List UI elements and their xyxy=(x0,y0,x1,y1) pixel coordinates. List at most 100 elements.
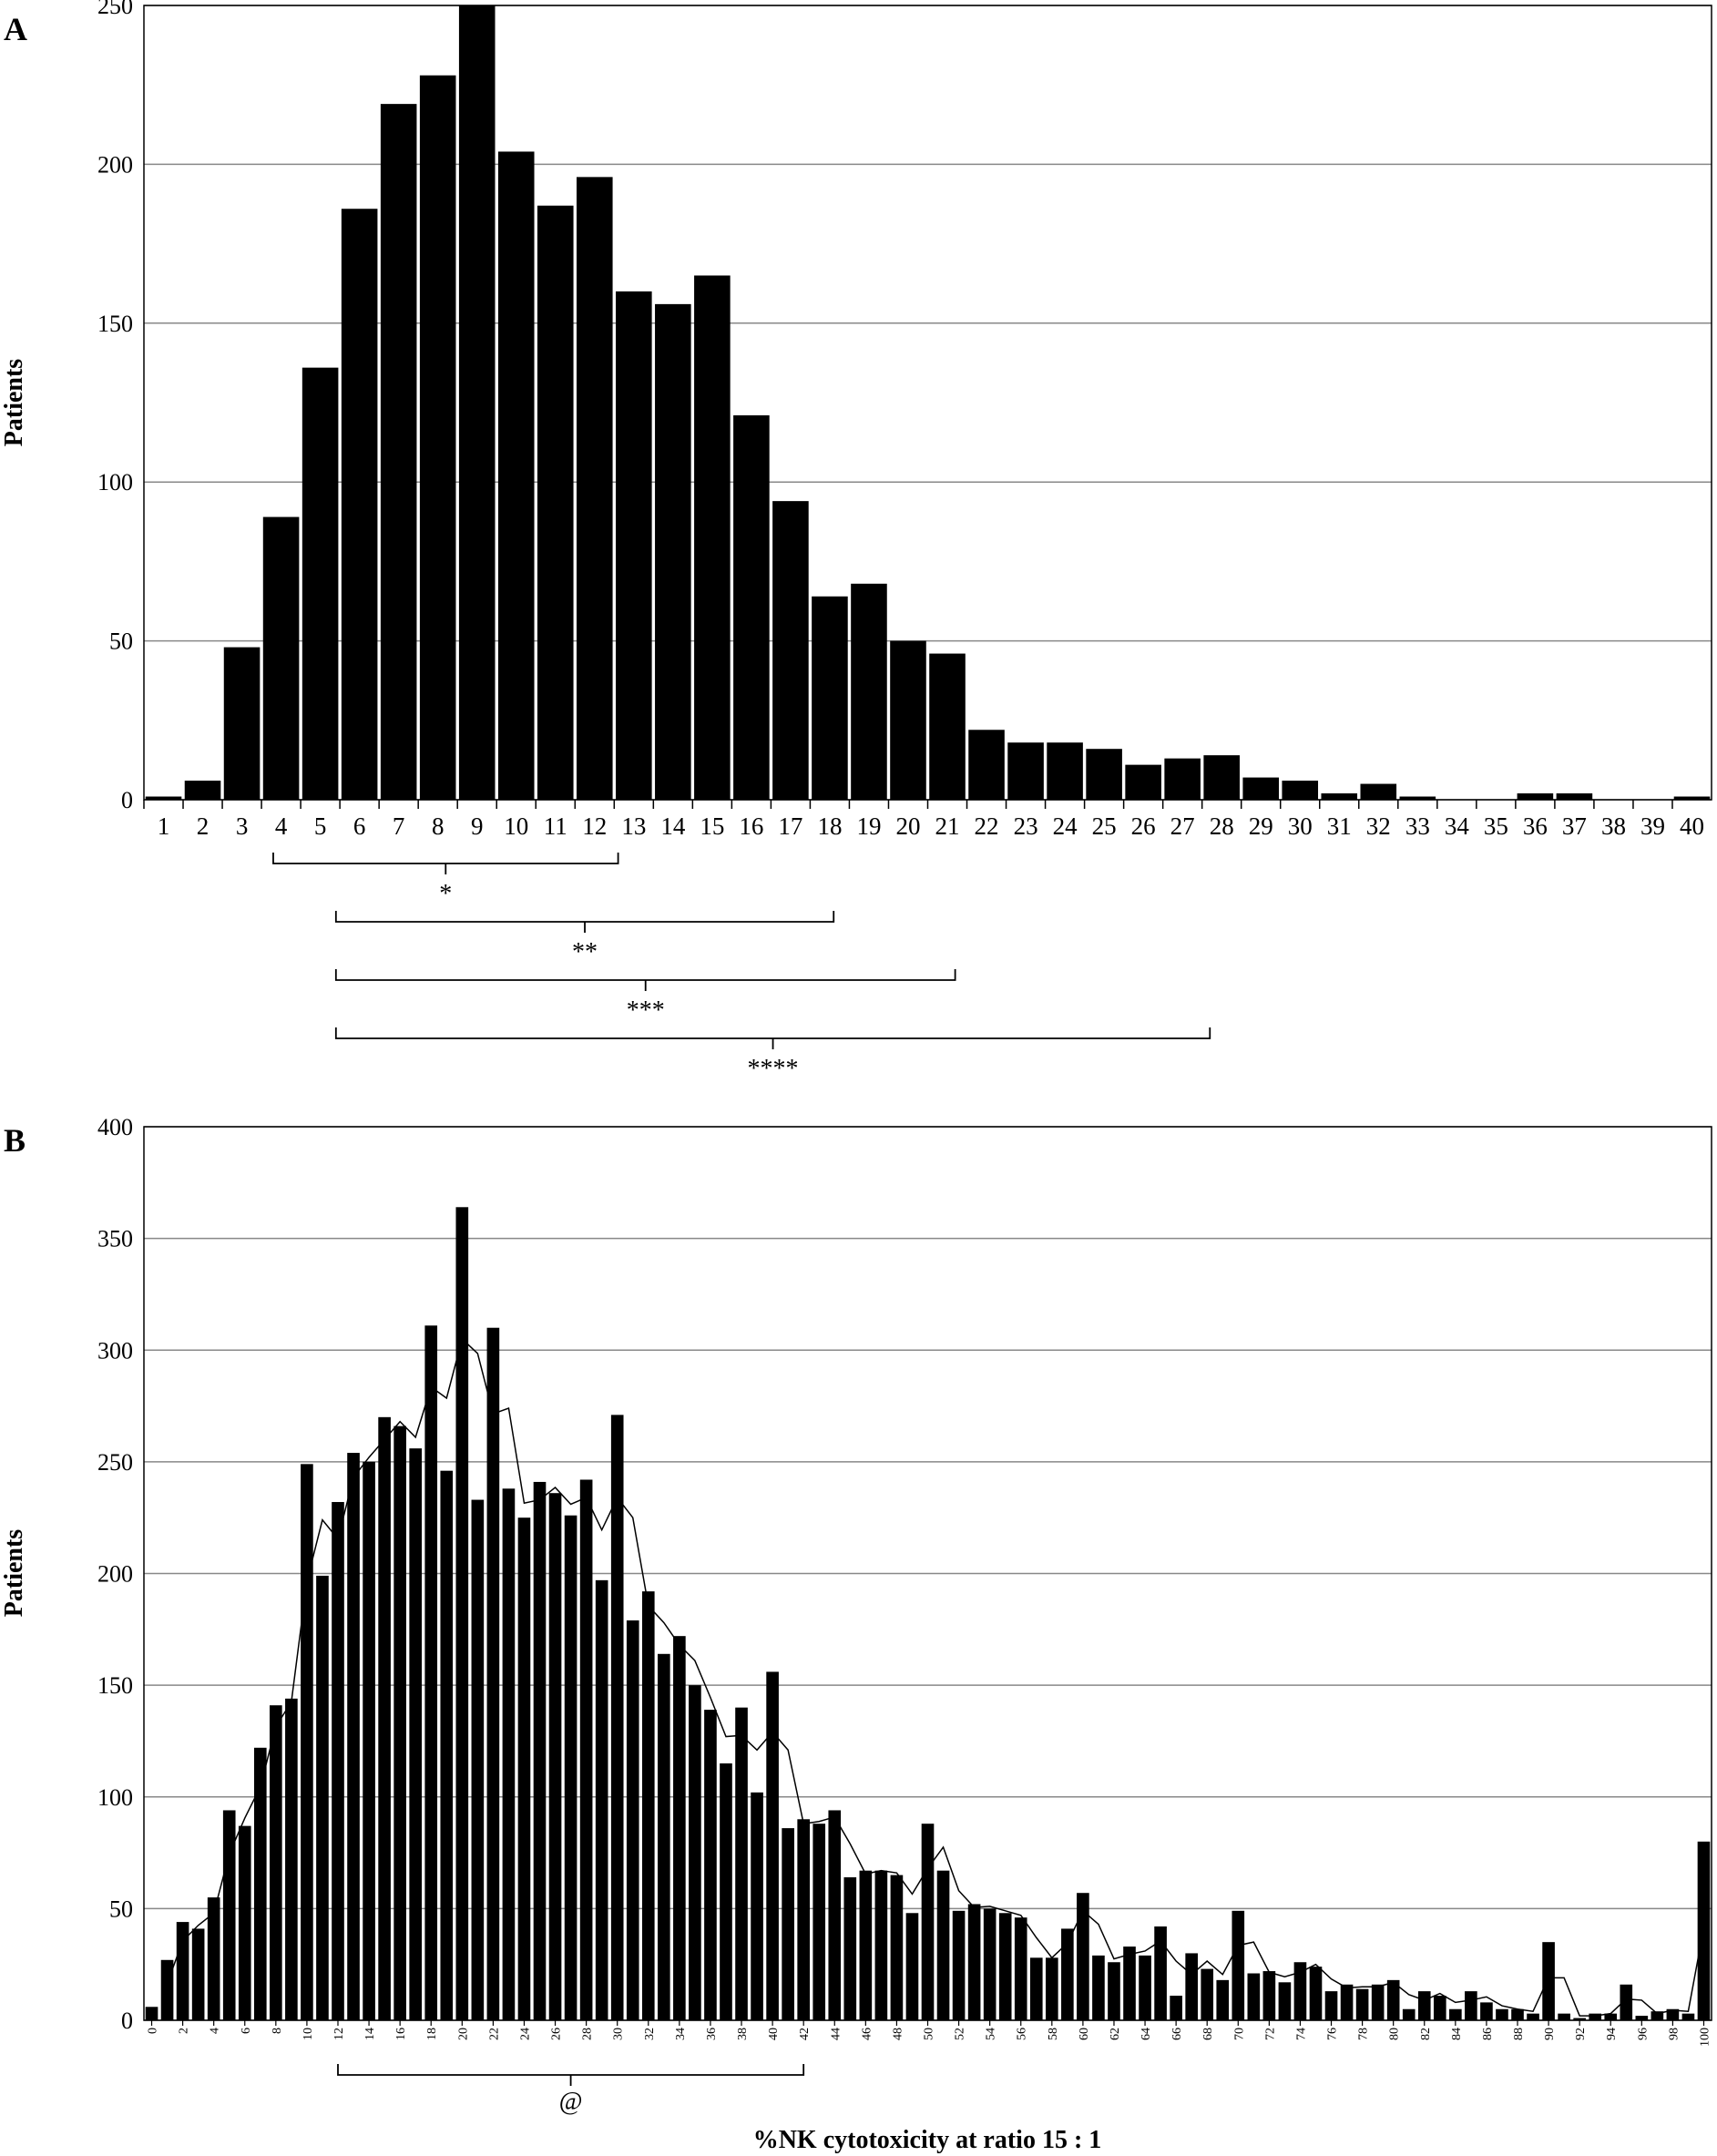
bar xyxy=(1216,1979,1230,2020)
x-tick-label: 7 xyxy=(393,812,405,840)
x-tick-label: 16 xyxy=(394,2028,408,2040)
bar xyxy=(145,796,182,800)
x-axis-title: %NK cytotoxicity at ratio 15 : 1 xyxy=(753,2126,1102,2154)
x-tick-label: 74 xyxy=(1294,2028,1308,2040)
bar xyxy=(301,1464,313,2020)
bar xyxy=(341,209,378,800)
x-tick-label: 12 xyxy=(582,812,607,840)
x-tick-label: 94 xyxy=(1605,2028,1619,2040)
x-tick-label: 70 xyxy=(1232,2028,1246,2040)
bar xyxy=(1673,796,1711,800)
annotation: @ xyxy=(559,2088,583,2116)
bracket xyxy=(334,969,956,991)
bar xyxy=(694,275,731,801)
bar xyxy=(1449,2008,1462,2020)
x-tick-label: 96 xyxy=(1636,2028,1650,2040)
bar xyxy=(626,1620,639,2020)
bar xyxy=(378,1416,391,2020)
bar xyxy=(145,2007,158,2020)
bar xyxy=(363,1461,375,2020)
bar xyxy=(1086,749,1122,800)
x-tick-label: 13 xyxy=(621,812,646,840)
bar xyxy=(576,177,613,801)
bar xyxy=(1556,793,1593,800)
bar xyxy=(458,5,496,800)
x-tick-label: 4 xyxy=(209,2028,222,2034)
bracket xyxy=(337,2064,805,2086)
bar xyxy=(471,1499,485,2020)
bar xyxy=(1061,1928,1074,2020)
x-tick-label: 10 xyxy=(504,812,528,840)
bar xyxy=(1433,1996,1446,2020)
x-tick-label: 64 xyxy=(1140,2028,1153,2040)
bar xyxy=(564,1515,577,2020)
x-tick-label: 32 xyxy=(643,2028,657,2040)
x-tick-label: 8 xyxy=(432,812,445,840)
line xyxy=(166,1337,1705,2017)
bar xyxy=(223,647,261,800)
bar xyxy=(812,596,848,800)
bar xyxy=(1360,783,1397,800)
bar xyxy=(929,653,966,800)
bar xyxy=(262,516,300,800)
y-tick-label: 250 xyxy=(97,1449,133,1476)
bar xyxy=(641,1591,655,2020)
bar xyxy=(533,1481,547,2020)
bar xyxy=(772,501,809,800)
x-tick-label: 6 xyxy=(353,812,366,840)
x-tick-label: 80 xyxy=(1388,2028,1402,2040)
bar xyxy=(1282,781,1319,800)
bar xyxy=(1125,764,1161,800)
bar xyxy=(184,781,221,800)
x-tick-label: 8 xyxy=(271,2028,284,2034)
bar xyxy=(828,1810,842,2020)
bar xyxy=(1007,742,1044,800)
bar xyxy=(270,1705,282,2020)
x-tick-label: 32 xyxy=(1366,812,1391,840)
bar xyxy=(1558,2013,1570,2020)
x-tick-label: 68 xyxy=(1201,2028,1215,2040)
bar xyxy=(1242,777,1280,800)
x-tick-label: 21 xyxy=(935,812,960,840)
bar xyxy=(1123,1947,1136,2020)
annotation: ** xyxy=(572,938,598,966)
x-tick-label: 9 xyxy=(471,812,484,840)
x-tick-label: 35 xyxy=(1484,812,1508,840)
x-tick-label: 62 xyxy=(1109,2028,1122,2040)
bar xyxy=(1589,2013,1602,2020)
bar xyxy=(1164,758,1201,800)
bar xyxy=(658,1653,670,2020)
bar xyxy=(285,1698,298,2020)
bar xyxy=(1278,1982,1292,2020)
bar xyxy=(1201,1968,1214,2020)
x-tick-label: 50 xyxy=(923,2028,936,2040)
bar xyxy=(419,75,456,800)
bar xyxy=(1046,1957,1058,2020)
bar xyxy=(1014,1917,1027,2020)
bar xyxy=(1309,1967,1323,2020)
annotation: **** xyxy=(748,1055,799,1083)
bar xyxy=(301,367,339,800)
x-tick-label: 0 xyxy=(147,2028,160,2034)
x-tick-label: 46 xyxy=(860,2028,874,2040)
y-axis-title: Patients xyxy=(0,359,28,447)
x-tick-label: 18 xyxy=(425,2028,439,2040)
y-tick-label: 100 xyxy=(97,469,133,496)
x-tick-label: 30 xyxy=(612,2028,626,2040)
bar xyxy=(1681,2013,1695,2020)
y-tick-label: 150 xyxy=(97,311,133,337)
x-tick-label: 5 xyxy=(314,812,327,840)
bar xyxy=(998,1913,1012,2020)
bar xyxy=(1203,755,1240,800)
x-tick-label: 36 xyxy=(1523,812,1548,840)
bracket xyxy=(334,911,835,933)
x-tick-label: 28 xyxy=(1210,812,1234,840)
bar xyxy=(735,1707,748,2020)
bar xyxy=(238,1825,251,2020)
x-tick-label: 40 xyxy=(767,2028,781,2040)
bar xyxy=(1340,1984,1354,2020)
bar xyxy=(704,1710,717,2020)
bar xyxy=(1402,2008,1416,2020)
panel-label: B xyxy=(4,1122,26,1159)
bar xyxy=(967,1904,981,2020)
